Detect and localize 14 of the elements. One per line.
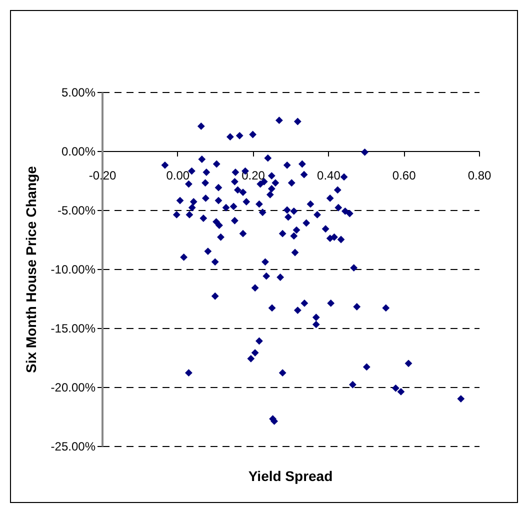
x-tick-label: 0.40 [317, 168, 341, 182]
y-tick-label: -25.00% [50, 440, 96, 454]
x-tick-label: -0.20 [88, 168, 116, 182]
x-tick-label: 0.00 [166, 168, 190, 182]
y-tick-label: -20.00% [50, 380, 96, 394]
y-axis-title: Six Month House Price Change [22, 166, 39, 373]
y-tick-label: 5.00% [61, 86, 96, 100]
y-tick-label: -5.00% [57, 204, 96, 218]
x-tick-label: 0.60 [392, 168, 416, 182]
x-axis-title: Yield Spread [248, 468, 333, 484]
y-tick-label: 0.00% [61, 144, 96, 158]
y-tick-label: -15.00% [50, 322, 96, 336]
y-tick-label: -10.00% [50, 262, 96, 276]
x-tick-label: 0.80 [468, 168, 492, 182]
